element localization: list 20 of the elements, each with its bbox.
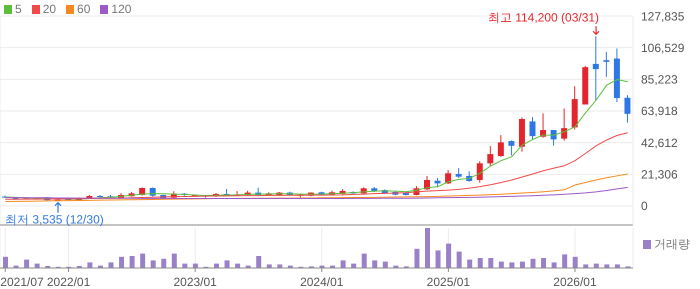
y-tick-label: 63,918 bbox=[641, 104, 678, 118]
legend-label: 120 bbox=[110, 2, 132, 16]
x-tick-label: 2021/07 bbox=[0, 275, 44, 289]
x-tick-label: 2022/01 bbox=[46, 275, 91, 289]
y-tick-label: 42,612 bbox=[641, 136, 678, 150]
y-tick-label: 106,529 bbox=[641, 40, 685, 55]
y-tick-label: 21,306 bbox=[641, 168, 678, 182]
annotation: 최고 114,200 (03/31) bbox=[488, 10, 600, 24]
legend-label: 20 bbox=[42, 2, 56, 16]
legend-label: 거래량 bbox=[653, 236, 690, 253]
x-tick-label: 2025/01 bbox=[426, 275, 470, 289]
legend-label: 60 bbox=[76, 2, 90, 16]
x-tick-label: 2026/01 bbox=[553, 275, 597, 289]
y-tick-label: 127,835 bbox=[641, 9, 685, 24]
y-tick-label: 85,223 bbox=[641, 72, 678, 87]
y-tick-label: 0 bbox=[641, 199, 648, 214]
annotation: 최저 3,535 (12/30) bbox=[5, 212, 104, 227]
x-tick-label: 2024/01 bbox=[300, 275, 344, 289]
legend-label: 5 bbox=[14, 2, 22, 16]
x-tick-label: 2023/01 bbox=[173, 275, 218, 289]
